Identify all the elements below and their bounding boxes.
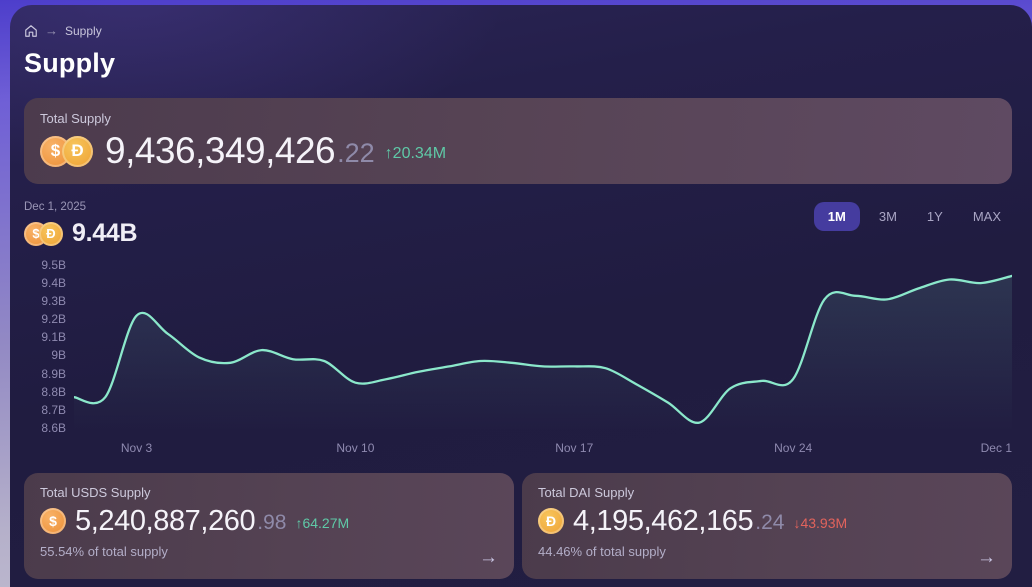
x-tick: Nov 24	[774, 441, 813, 455]
range-button-1y[interactable]: 1Y	[926, 209, 943, 224]
usds-coin-icon: $	[40, 508, 66, 534]
total-supply-value: 9,436,349,426	[105, 130, 336, 171]
chart-x-axis: Nov 3 Nov 10 Nov 17 Nov 24 Dec 1	[74, 441, 1012, 457]
chart-area-fill	[74, 275, 1012, 432]
page-title: Supply	[24, 48, 116, 78]
chart-y-axis: 9.5B 9.4B 9.3B 9.2B 9.1B 9B 8.9B 8.8B 8.…	[24, 257, 66, 435]
usds-supply-delta: ↑64.27M	[295, 515, 350, 531]
usds-supply-card[interactable]: Total USDS Supply $ 5,240,887,260 .98 ↑6…	[24, 473, 514, 579]
x-tick: Nov 10	[336, 441, 375, 455]
y-tick: 8.6B	[41, 420, 66, 435]
chart-current-value: 9.44B	[72, 219, 138, 247]
y-tick: 9.1B	[41, 330, 66, 345]
dai-supply-card[interactable]: Total DAI Supply Đ 4,195,462,165 .24 ↓43…	[522, 473, 1012, 579]
chart-hover-info: Dec 1, 2025 $ Đ 9.44B	[24, 201, 138, 248]
breadcrumb-current: Supply	[65, 23, 102, 38]
range-button-1m[interactable]: 1M	[813, 202, 860, 231]
y-tick: 9.2B	[41, 312, 66, 327]
breadcrumb-separator: →	[45, 23, 58, 38]
dai-supply-decimal: .24	[755, 511, 785, 534]
y-tick: 8.7B	[41, 402, 66, 417]
usds-value-row: $ 5,240,887,260 .98 ↑64.27M	[40, 505, 498, 537]
breadcrumb: → Supply	[24, 23, 1012, 38]
y-tick: 8.8B	[41, 384, 66, 399]
y-tick: 9.3B	[41, 294, 66, 309]
y-tick: 9.4B	[41, 276, 66, 291]
main-panel: → Supply Supply Total Supply $ Đ 9,436,3…	[10, 5, 1032, 587]
total-supply-value-row: $ Đ 9,436,349,426 .22 ↑20.34M	[40, 131, 996, 171]
arrow-right-icon[interactable]: →	[977, 547, 996, 568]
usds-supply-decimal: .98	[257, 511, 287, 534]
arrow-right-icon[interactable]: →	[479, 547, 498, 568]
dai-coin-icon: Đ	[538, 508, 564, 534]
chart-header: Dec 1, 2025 $ Đ 9.44B 1M 3M 1Y MAX	[24, 201, 1012, 248]
dai-value-row: Đ 4,195,462,165 .24 ↓43.93M	[538, 505, 996, 537]
time-range-selector: 1M 3M 1Y MAX	[813, 202, 1012, 231]
dai-supply-value: 4,195,462,165	[573, 505, 754, 537]
dai-coin-icon: Đ	[39, 221, 63, 246]
total-supply-card: Total Supply $ Đ 9,436,349,426 .22 ↑20.3…	[24, 98, 1012, 184]
dai-share-of-total: 44.46% of total supply	[538, 544, 666, 559]
usds-share-of-total: 55.54% of total supply	[40, 544, 168, 559]
supply-chart: 9.5B 9.4B 9.3B 9.2B 9.1B 9B 8.9B 8.8B 8.…	[24, 257, 1012, 435]
dai-coin-icon: Đ	[62, 135, 93, 167]
total-supply-delta: ↑20.34M	[384, 145, 447, 162]
total-supply-decimal: .22	[337, 138, 375, 168]
dai-supply-delta: ↓43.93M	[793, 515, 848, 531]
usds-supply-value: 5,240,887,260	[75, 505, 256, 537]
y-tick: 9.5B	[41, 257, 66, 272]
home-icon[interactable]	[24, 24, 38, 38]
sub-supply-cards: Total USDS Supply $ 5,240,887,260 .98 ↑6…	[24, 473, 1012, 579]
x-tick: Nov 3	[120, 441, 153, 455]
y-tick: 8.9B	[41, 366, 66, 381]
supply-chart-svg	[74, 274, 1012, 432]
y-tick: 9B	[51, 348, 66, 363]
usds-supply-label: Total USDS Supply	[40, 485, 151, 500]
total-supply-label: Total Supply	[40, 111, 111, 126]
range-button-3m[interactable]: 3M	[878, 209, 897, 224]
dai-supply-label: Total DAI Supply	[538, 485, 635, 500]
range-button-max[interactable]: MAX	[972, 209, 1001, 224]
chart-line	[74, 274, 1012, 424]
chart-value-row: $ Đ 9.44B	[24, 219, 138, 248]
x-tick: Dec 1	[980, 441, 1012, 455]
x-tick: Nov 17	[555, 441, 594, 455]
chart-plot-area[interactable]	[74, 258, 1012, 432]
chart-date: Dec 1, 2025	[24, 201, 87, 213]
